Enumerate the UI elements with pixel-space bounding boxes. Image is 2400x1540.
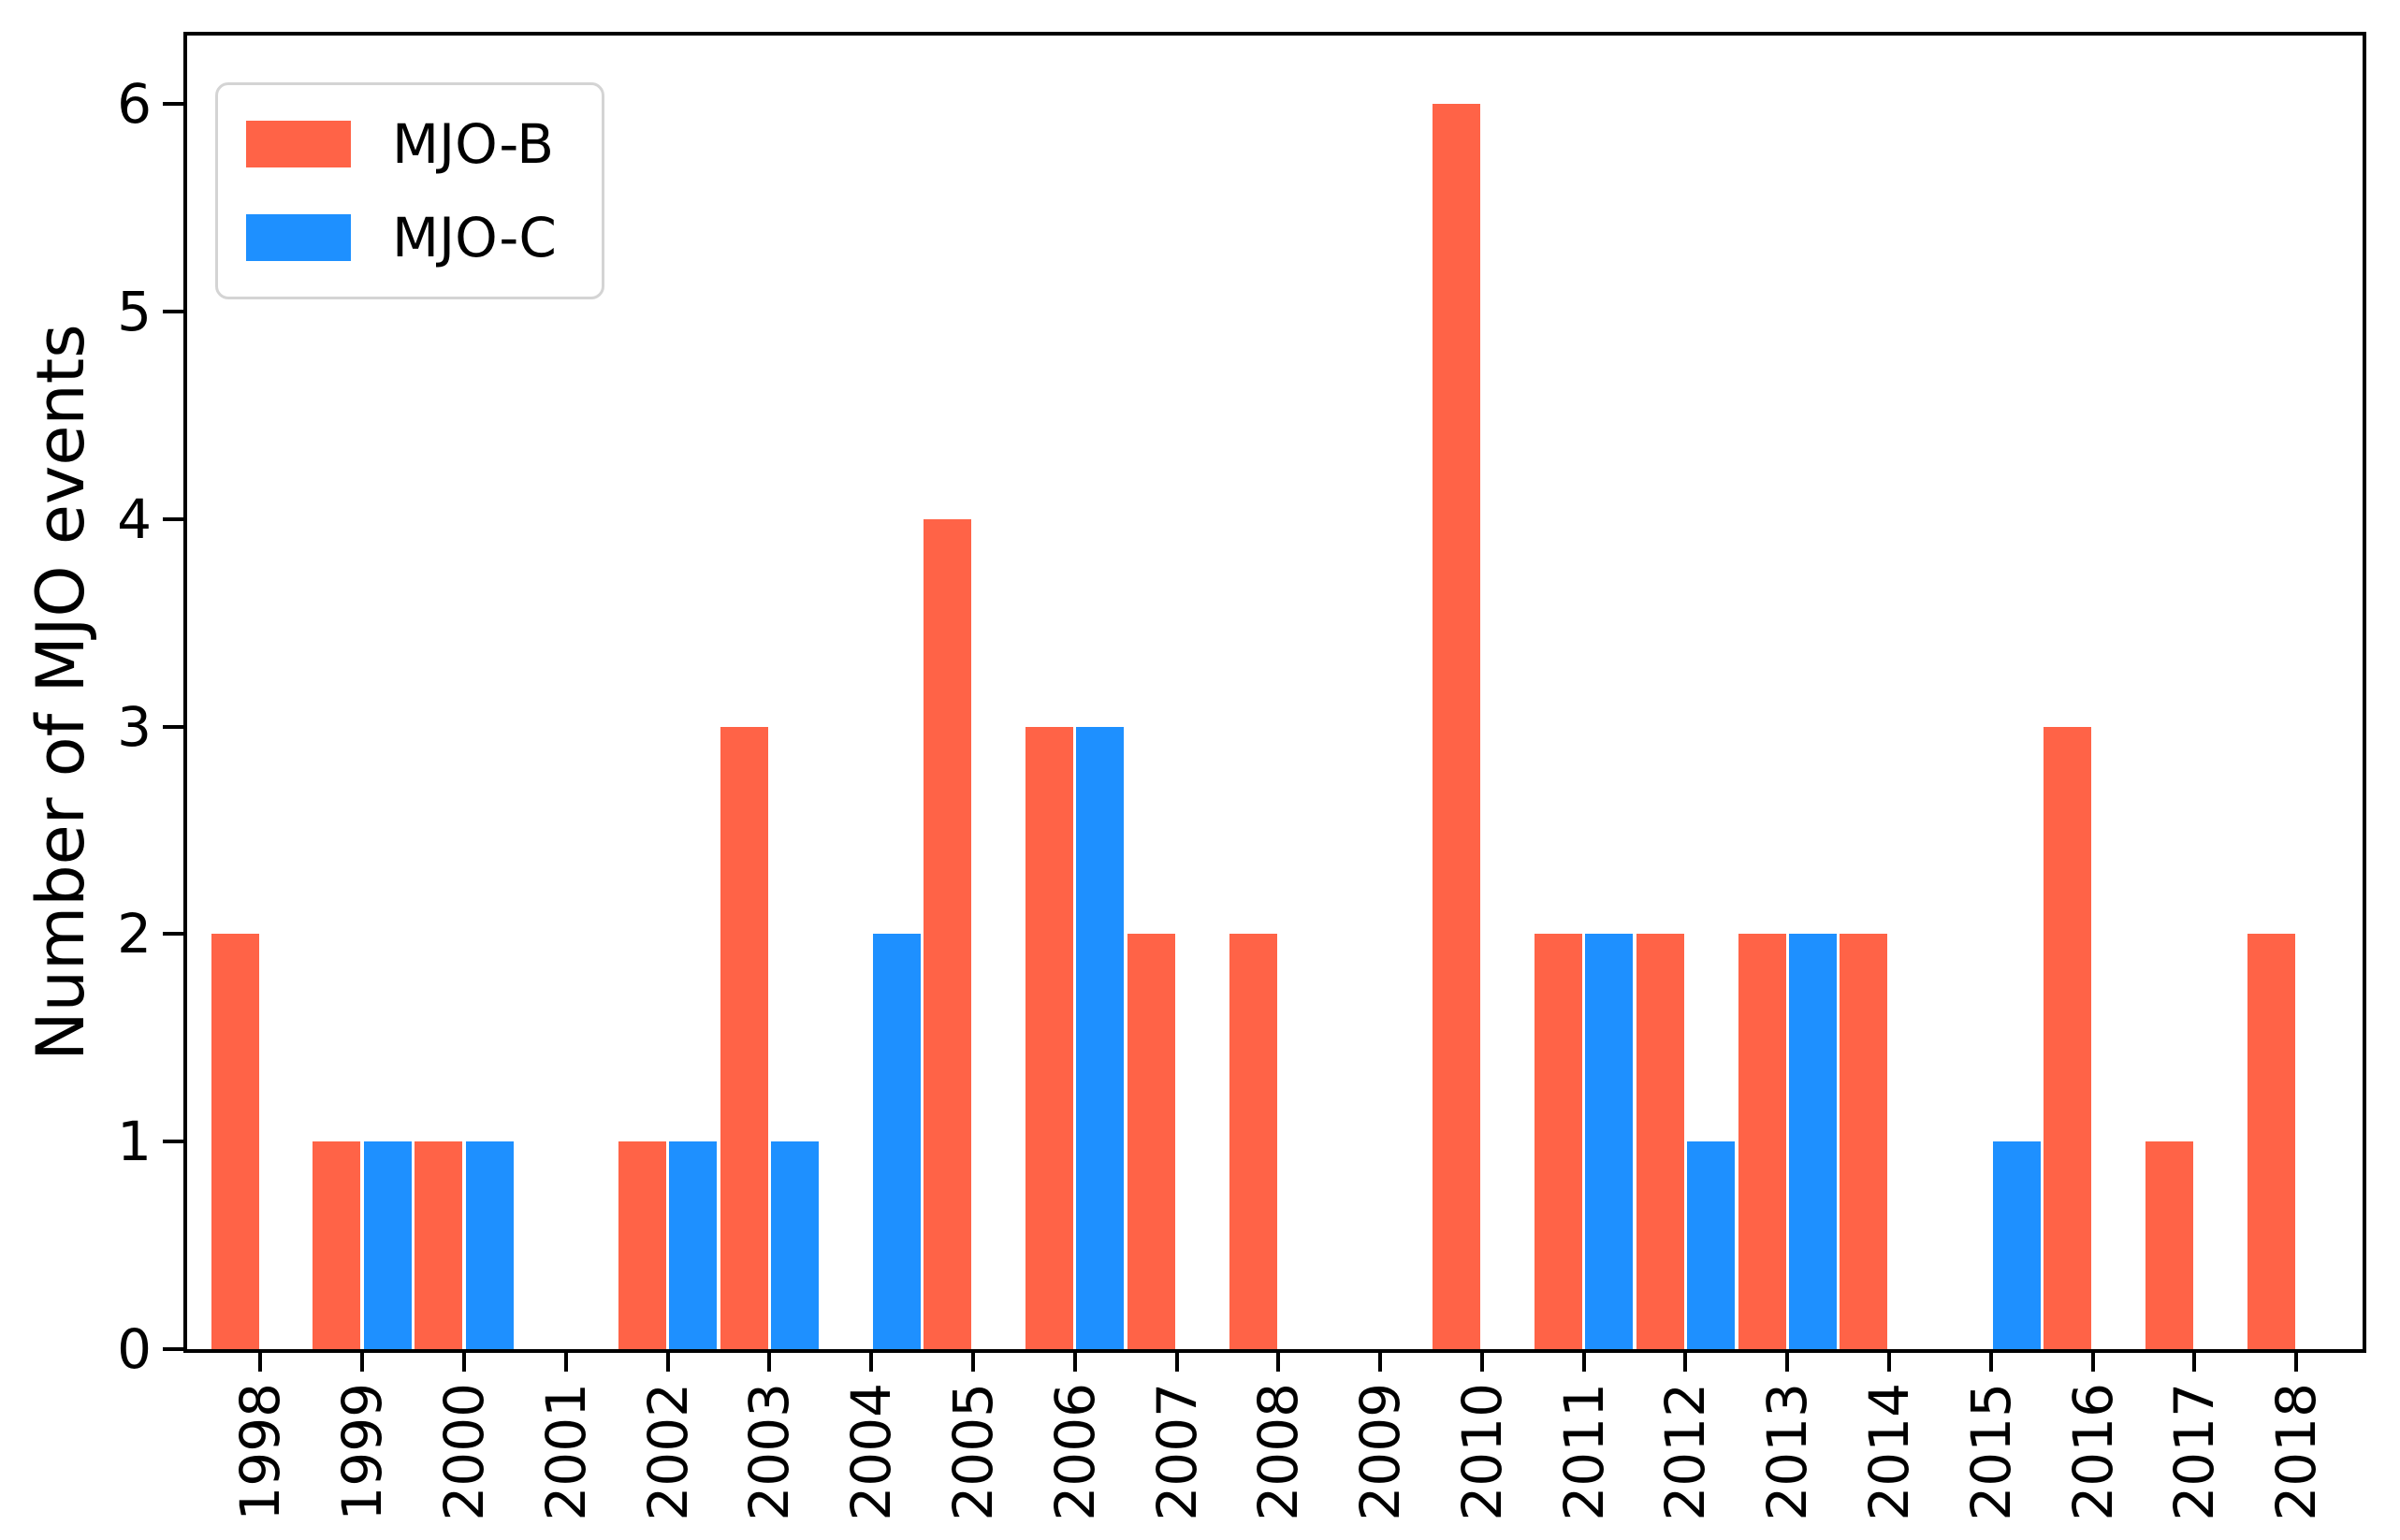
y-tick-label-6: 6 bbox=[117, 72, 152, 137]
x-tick-1998 bbox=[258, 1353, 263, 1372]
x-tick-label-2003: 2003 bbox=[737, 1383, 802, 1521]
x-tick-label-2005: 2005 bbox=[940, 1383, 1005, 1521]
y-tick-6 bbox=[163, 102, 183, 107]
legend-patch-mjo-c bbox=[246, 214, 351, 261]
bar-mjo-b-1999 bbox=[313, 1141, 361, 1349]
bar-mjo-b-2014 bbox=[1840, 934, 1888, 1349]
bar-mjo-b-2003 bbox=[720, 726, 768, 1349]
x-tick-label-1998: 1998 bbox=[228, 1383, 293, 1521]
y-tick-0 bbox=[163, 1347, 183, 1351]
x-tick-2004 bbox=[869, 1353, 874, 1372]
x-tick-label-2017: 2017 bbox=[2162, 1383, 2227, 1521]
x-tick-2002 bbox=[665, 1353, 670, 1372]
bar-mjo-c-2006 bbox=[1076, 726, 1125, 1349]
bar-mjo-c-2000 bbox=[465, 1141, 514, 1349]
x-tick-2005 bbox=[970, 1353, 975, 1372]
x-tick-2006 bbox=[1072, 1353, 1077, 1372]
x-tick-label-2008: 2008 bbox=[1246, 1383, 1311, 1521]
legend-item-mjo-b: MJO-B bbox=[246, 117, 557, 171]
bar-mjo-c-2012 bbox=[1687, 1141, 1736, 1349]
y-tick-label-0: 0 bbox=[117, 1317, 152, 1381]
y-tick-3 bbox=[163, 724, 183, 729]
bar-mjo-b-2002 bbox=[618, 1141, 666, 1349]
x-tick-2017 bbox=[2192, 1353, 2197, 1372]
y-tick-label-4: 4 bbox=[117, 487, 152, 551]
legend-label-mjo-c: MJO-C bbox=[392, 206, 557, 269]
x-tick-2011 bbox=[1581, 1353, 1586, 1372]
x-tick-2007 bbox=[1174, 1353, 1179, 1372]
x-tick-label-2010: 2010 bbox=[1449, 1383, 1514, 1521]
bar-mjo-c-2002 bbox=[669, 1141, 718, 1349]
bar-mjo-c-2011 bbox=[1585, 934, 1634, 1349]
x-tick-2016 bbox=[2090, 1353, 2095, 1372]
legend-item-mjo-c: MJO-C bbox=[246, 211, 557, 265]
x-tick-label-2014: 2014 bbox=[1857, 1383, 1922, 1521]
y-tick-label-2: 2 bbox=[117, 902, 152, 966]
legend-label-mjo-b: MJO-B bbox=[392, 112, 555, 176]
y-tick-label-1: 1 bbox=[117, 1110, 152, 1174]
bar-mjo-c-2003 bbox=[770, 1141, 820, 1349]
x-tick-label-2018: 2018 bbox=[2264, 1383, 2329, 1521]
bar-mjo-b-1998 bbox=[211, 934, 259, 1349]
x-tick-2001 bbox=[563, 1353, 568, 1372]
x-tick-label-2006: 2006 bbox=[1042, 1383, 1107, 1521]
bar-mjo-b-2008 bbox=[1229, 934, 1277, 1349]
x-tick-label-2001: 2001 bbox=[533, 1383, 598, 1521]
plot-area: MJO-B MJO-C bbox=[183, 32, 2366, 1353]
bar-mjo-b-2017 bbox=[2145, 1141, 2193, 1349]
x-tick-2014 bbox=[1887, 1353, 1892, 1372]
x-tick-2003 bbox=[767, 1353, 772, 1372]
x-tick-label-1999: 1999 bbox=[330, 1383, 395, 1521]
x-tick-label-2011: 2011 bbox=[1551, 1383, 1616, 1521]
x-tick-label-2000: 2000 bbox=[431, 1383, 496, 1521]
y-tick-5 bbox=[163, 309, 183, 313]
bar-mjo-c-2015 bbox=[1992, 1141, 2041, 1349]
legend-patch-mjo-b bbox=[246, 121, 351, 167]
y-tick-2 bbox=[163, 932, 183, 937]
bar-mjo-b-2011 bbox=[1534, 934, 1583, 1349]
bar-mjo-b-2018 bbox=[2247, 934, 2295, 1349]
y-tick-1 bbox=[163, 1140, 183, 1144]
x-tick-label-2013: 2013 bbox=[1755, 1383, 1820, 1521]
bar-mjo-b-2013 bbox=[1738, 934, 1786, 1349]
legend: MJO-B MJO-C bbox=[215, 82, 604, 299]
x-tick-2008 bbox=[1276, 1353, 1281, 1372]
bar-mjo-b-2006 bbox=[1025, 726, 1074, 1349]
bar-mjo-c-1999 bbox=[363, 1141, 412, 1349]
x-tick-label-2007: 2007 bbox=[1144, 1383, 1209, 1521]
x-tick-label-2012: 2012 bbox=[1653, 1383, 1718, 1521]
bar-mjo-b-2010 bbox=[1433, 104, 1481, 1349]
bar-mjo-b-2007 bbox=[1127, 934, 1175, 1349]
x-tick-2013 bbox=[1785, 1353, 1790, 1372]
x-tick-2012 bbox=[1683, 1353, 1688, 1372]
bar-mjo-b-2016 bbox=[2043, 726, 2092, 1349]
y-tick-label-5: 5 bbox=[117, 279, 152, 343]
y-tick-label-3: 3 bbox=[117, 694, 152, 759]
y-tick-4 bbox=[163, 516, 183, 521]
x-tick-label-2016: 2016 bbox=[2060, 1383, 2125, 1521]
bar-mjo-b-2005 bbox=[924, 518, 972, 1349]
x-tick-label-2002: 2002 bbox=[635, 1383, 700, 1521]
x-tick-2009 bbox=[1378, 1353, 1383, 1372]
x-tick-2015 bbox=[1988, 1353, 1993, 1372]
x-tick-2018 bbox=[2294, 1353, 2299, 1372]
x-tick-label-2015: 2015 bbox=[1958, 1383, 2023, 1521]
x-tick-2010 bbox=[1479, 1353, 1484, 1372]
x-tick-1999 bbox=[360, 1353, 365, 1372]
x-tick-2000 bbox=[461, 1353, 466, 1372]
x-tick-label-2009: 2009 bbox=[1348, 1383, 1413, 1521]
bar-mjo-c-2013 bbox=[1788, 934, 1838, 1349]
bar-mjo-b-2000 bbox=[415, 1141, 463, 1349]
x-tick-label-2004: 2004 bbox=[839, 1383, 904, 1521]
bar-mjo-b-2012 bbox=[1636, 934, 1684, 1349]
bar-mjo-c-2004 bbox=[872, 934, 921, 1349]
